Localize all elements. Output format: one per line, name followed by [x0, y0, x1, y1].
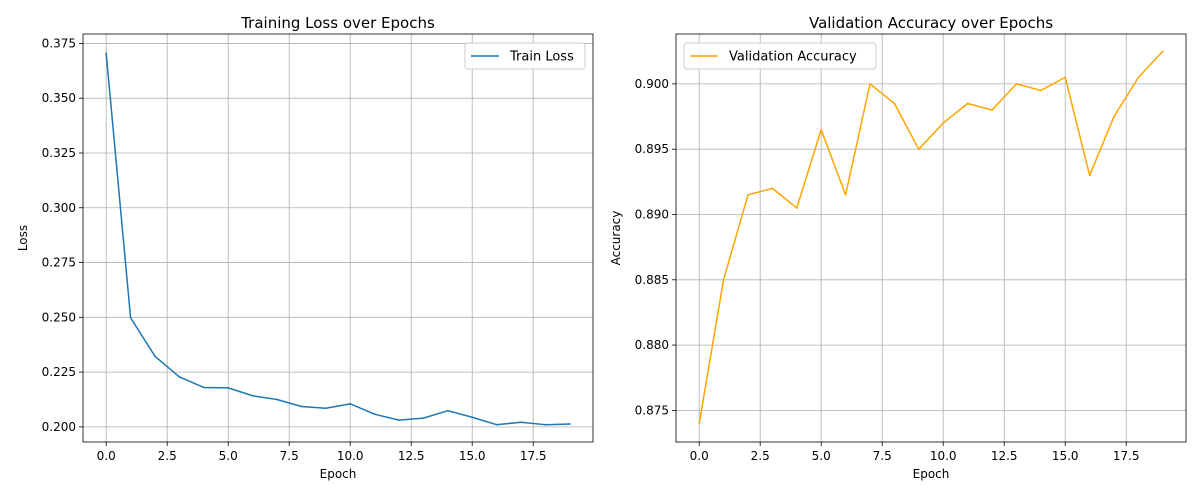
data-point — [722, 278, 725, 281]
x-tick-label: 7.5 — [280, 449, 299, 463]
x-tick-label: 0.0 — [690, 449, 709, 463]
data-point — [844, 194, 847, 196]
data-point — [1113, 115, 1115, 118]
data-point — [795, 207, 798, 209]
data-point — [698, 422, 701, 425]
data-point — [495, 423, 498, 426]
x-axis-label: Epoch — [320, 467, 357, 481]
data-point — [1088, 174, 1091, 177]
data-point — [398, 419, 400, 421]
x-tick-label: 12.5 — [991, 449, 1018, 463]
data-point — [820, 128, 823, 131]
data-point — [942, 122, 945, 124]
data-point — [893, 102, 896, 105]
x-tick-label: 15.0 — [1052, 449, 1079, 463]
data-point — [202, 386, 205, 389]
axes-frame — [82, 33, 594, 443]
x-tick-label: 5.0 — [812, 449, 831, 463]
legend-box — [464, 42, 586, 70]
data-point — [129, 316, 132, 319]
x-tick-label: 15.0 — [459, 449, 486, 463]
x-tick-label: 10.0 — [337, 449, 364, 463]
y-tick-label: 0.325 — [42, 146, 76, 160]
y-tick-label: 0.275 — [42, 256, 76, 270]
x-tick-label: 7.5 — [873, 449, 892, 463]
data-point — [471, 416, 474, 419]
x-tick-label: 12.5 — [398, 449, 425, 463]
data-point — [373, 413, 376, 416]
data-point — [1064, 76, 1067, 79]
x-tick-label: 2.5 — [158, 449, 177, 463]
x-axis-label: Epoch — [913, 467, 950, 481]
data-point — [917, 148, 920, 151]
y-tick-label: 0.885 — [635, 273, 669, 287]
chart-title: Training Loss over Epochs — [240, 14, 435, 32]
x-tick-label: 2.5 — [751, 449, 770, 463]
data-point — [300, 405, 303, 408]
x-tick-label: 0.0 — [97, 449, 116, 463]
chart-panel-loss: 0.0 2.5 5.0 7.5 10.0 12.5 15.0 17.5 0.200 0.225 0.… — [16, 14, 594, 481]
x-tick-label: 17.5 — [1113, 449, 1140, 463]
y-axis-label: Accuracy — [609, 211, 623, 266]
data-point — [1161, 50, 1164, 53]
data-point — [154, 355, 156, 358]
data-point — [276, 398, 278, 401]
data-point — [349, 402, 352, 405]
x-tick-label: 5.0 — [219, 449, 238, 463]
y-tick-label: 0.895 — [635, 142, 669, 156]
data-point — [178, 376, 181, 378]
data-point — [869, 82, 871, 85]
data-point — [251, 394, 254, 397]
legend: Validation Accuracy — [683, 42, 877, 70]
data-point — [991, 109, 993, 111]
data-point — [544, 423, 547, 426]
y-tick-label: 0.875 — [635, 403, 669, 417]
y-axis-label: Loss — [16, 225, 30, 251]
y-tick-label: 0.375 — [42, 36, 76, 50]
y-tick-label: 0.225 — [42, 365, 76, 379]
y-tick-label: 0.900 — [635, 77, 669, 91]
data-point — [1137, 76, 1140, 79]
y-tick-label: 0.890 — [635, 207, 669, 221]
y-tick-label: 0.250 — [42, 310, 76, 324]
data-point — [1015, 82, 1018, 85]
x-tick-label: 10.0 — [930, 449, 957, 463]
series-line-accuracy — [698, 50, 1164, 424]
y-tick-label: 0.880 — [635, 338, 669, 352]
legend-label: Train Loss — [509, 50, 574, 65]
y-tick-label: 0.350 — [42, 91, 76, 105]
axes-frame — [675, 33, 1187, 443]
y-tick-label: 0.300 — [42, 201, 76, 215]
data-point — [771, 187, 774, 190]
data-point — [568, 423, 571, 425]
legend: Train Loss — [464, 42, 586, 70]
legend-box — [683, 42, 877, 70]
data-point — [422, 417, 425, 420]
data-point — [520, 421, 522, 424]
series-line-loss — [105, 53, 570, 426]
chart-panel-accuracy: 0.0 2.5 5.0 7.5 10.0 12.5 15.0 17.5 0.875 0.880 0.… — [609, 14, 1187, 481]
data-point — [227, 386, 230, 389]
chart-title: Validation Accuracy over Epochs — [809, 14, 1053, 32]
legend-label: Validation Accuracy — [729, 50, 857, 65]
y-tick-label: 0.200 — [42, 420, 76, 434]
data-point — [1039, 89, 1042, 92]
data-point — [105, 52, 108, 55]
data-point — [747, 194, 749, 196]
data-point — [324, 407, 327, 410]
data-point — [966, 102, 969, 105]
data-point — [446, 409, 449, 412]
x-tick-label: 17.5 — [520, 449, 547, 463]
